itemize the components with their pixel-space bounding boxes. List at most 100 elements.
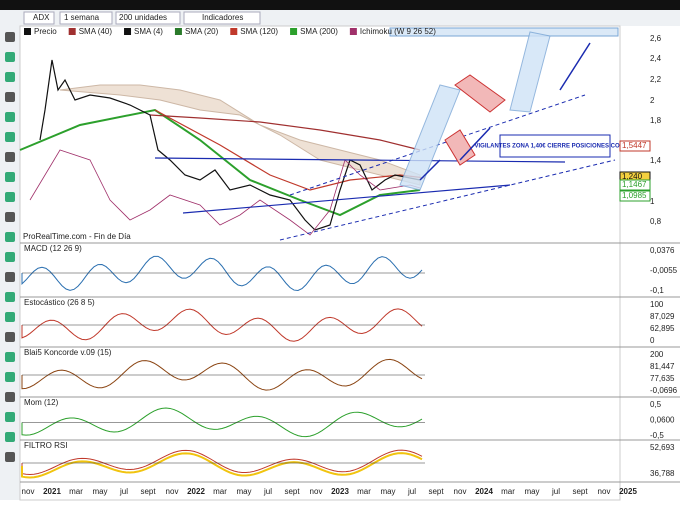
legend-swatch <box>124 28 132 35</box>
chikou <box>29 149 421 236</box>
tool-icon[interactable] <box>5 152 15 162</box>
tool-icon[interactable] <box>5 372 15 382</box>
arrow <box>559 42 591 91</box>
main-chart <box>19 27 619 241</box>
legend-swatch <box>68 28 76 35</box>
y-tick-label: 2,2 <box>650 75 662 84</box>
indicator-line <box>21 407 423 438</box>
x-tick-label: may <box>524 487 539 496</box>
tool-icon[interactable] <box>5 32 15 42</box>
y-tick-label: 0,8 <box>650 217 662 226</box>
price-tag-label: 1,0985 <box>622 191 647 200</box>
arrow <box>419 159 441 181</box>
tool-icon[interactable] <box>5 232 15 242</box>
y-tick-label: 87,029 <box>650 312 675 321</box>
x-tick-label: jul <box>263 487 272 496</box>
y-tick-label: 1 <box>650 197 655 206</box>
x-tick-label: mar <box>357 487 371 496</box>
legend-entry: Ichimoku (W 9 26 52) <box>360 27 436 36</box>
resistance <box>154 157 566 163</box>
indicator-line <box>21 452 423 479</box>
indicators[interactable]: Indicadores <box>202 13 243 22</box>
panel-title: FILTRO RSI <box>24 441 67 450</box>
y-tick-label: 62,895 <box>650 324 675 333</box>
x-tick-label: may <box>92 487 107 496</box>
interval[interactable]: 1 semana <box>64 13 100 22</box>
x-tick-label: 2021 <box>43 487 61 496</box>
x-tick-label: sept <box>284 487 300 496</box>
indicator-line <box>21 255 423 291</box>
y-tick-label: 200 <box>650 350 664 359</box>
x-tick-label: may <box>236 487 251 496</box>
tool-icon[interactable] <box>5 72 15 82</box>
symbol-box[interactable] <box>23 11 55 25</box>
panel-title: MACD (12 26 9) <box>24 244 82 253</box>
legend-entry: Precio <box>34 27 57 36</box>
x-tick-label: nov <box>310 487 323 496</box>
tool-icon[interactable] <box>5 312 15 322</box>
price-tag-label: 1,5447 <box>622 141 647 150</box>
tool-icon[interactable] <box>5 292 15 302</box>
footer: ProRealTime.com - Fin de Día <box>23 232 131 241</box>
legend-entry: SMA (4) <box>134 27 163 36</box>
tool-icon[interactable] <box>5 412 15 422</box>
panel-title: Mom (12) <box>24 398 59 407</box>
x-tick-label: 2024 <box>475 487 493 496</box>
tool-icon[interactable] <box>5 252 15 262</box>
red-box-2 <box>454 74 506 113</box>
tool-icon[interactable] <box>5 392 15 402</box>
annotation: VIGILANTES ZONA 1,40€ CIERRE POSICIONES … <box>474 144 635 150</box>
x-tick-label: mar <box>213 487 227 496</box>
symbol[interactable]: ADX <box>33 13 50 22</box>
indicators-box[interactable] <box>183 11 261 25</box>
x-tick-label: 2022 <box>187 487 205 496</box>
panel-title: Estocástico (26 8 5) <box>24 298 95 307</box>
tool-icon[interactable] <box>5 52 15 62</box>
price <box>39 59 421 231</box>
x-tick-label: jul <box>407 487 416 496</box>
legend-swatch <box>349 28 357 35</box>
units[interactable]: 200 unidades <box>119 13 167 22</box>
x-tick-label: 2023 <box>331 487 349 496</box>
tool-icon[interactable] <box>5 332 15 342</box>
tool-icon[interactable] <box>5 92 15 102</box>
units-box[interactable] <box>115 11 181 25</box>
legend-swatch <box>24 28 31 35</box>
y-tick-label: -0,5 <box>650 431 664 440</box>
tool-icon[interactable] <box>5 172 15 182</box>
ichimoku-band <box>389 27 619 37</box>
x-tick-label: sept <box>572 487 588 496</box>
y-tick-label: 52,693 <box>650 443 675 452</box>
x-tick-label: jul <box>119 487 128 496</box>
price-tag <box>619 190 651 202</box>
legend-entry: SMA (40) <box>79 27 113 36</box>
tool-icon[interactable] <box>5 212 15 222</box>
tool-icon[interactable] <box>5 192 15 202</box>
red-box-1 <box>444 129 476 166</box>
y-tick-label: 1,8 <box>650 116 662 125</box>
y-tick-label: -0,0055 <box>650 266 678 275</box>
interval-box[interactable] <box>59 11 113 25</box>
top-bar <box>0 0 680 10</box>
tool-icon[interactable] <box>5 352 15 362</box>
x-tick-label: mar <box>69 487 83 496</box>
channel-low <box>279 159 616 241</box>
projection-2 <box>509 31 551 113</box>
y-tick-label: 0 <box>650 336 655 345</box>
x-tick-label: nov <box>22 487 35 496</box>
tool-icon[interactable] <box>5 452 15 462</box>
tool-icon[interactable] <box>5 432 15 442</box>
legend-swatch <box>290 28 298 35</box>
y-tick-label: 0,5 <box>650 400 662 409</box>
left-toolbar <box>0 26 20 500</box>
indicator-line <box>21 358 423 391</box>
tool-icon[interactable] <box>5 112 15 122</box>
tool-icon[interactable] <box>5 272 15 282</box>
y-tick-label: 36,788 <box>650 469 675 478</box>
x-tick-label: mar <box>501 487 515 496</box>
price-tag-label: 1,240 <box>622 172 643 181</box>
x-tick-label: jul <box>551 487 560 496</box>
tool-icon[interactable] <box>5 132 15 142</box>
x-tick-label: nov <box>166 487 179 496</box>
